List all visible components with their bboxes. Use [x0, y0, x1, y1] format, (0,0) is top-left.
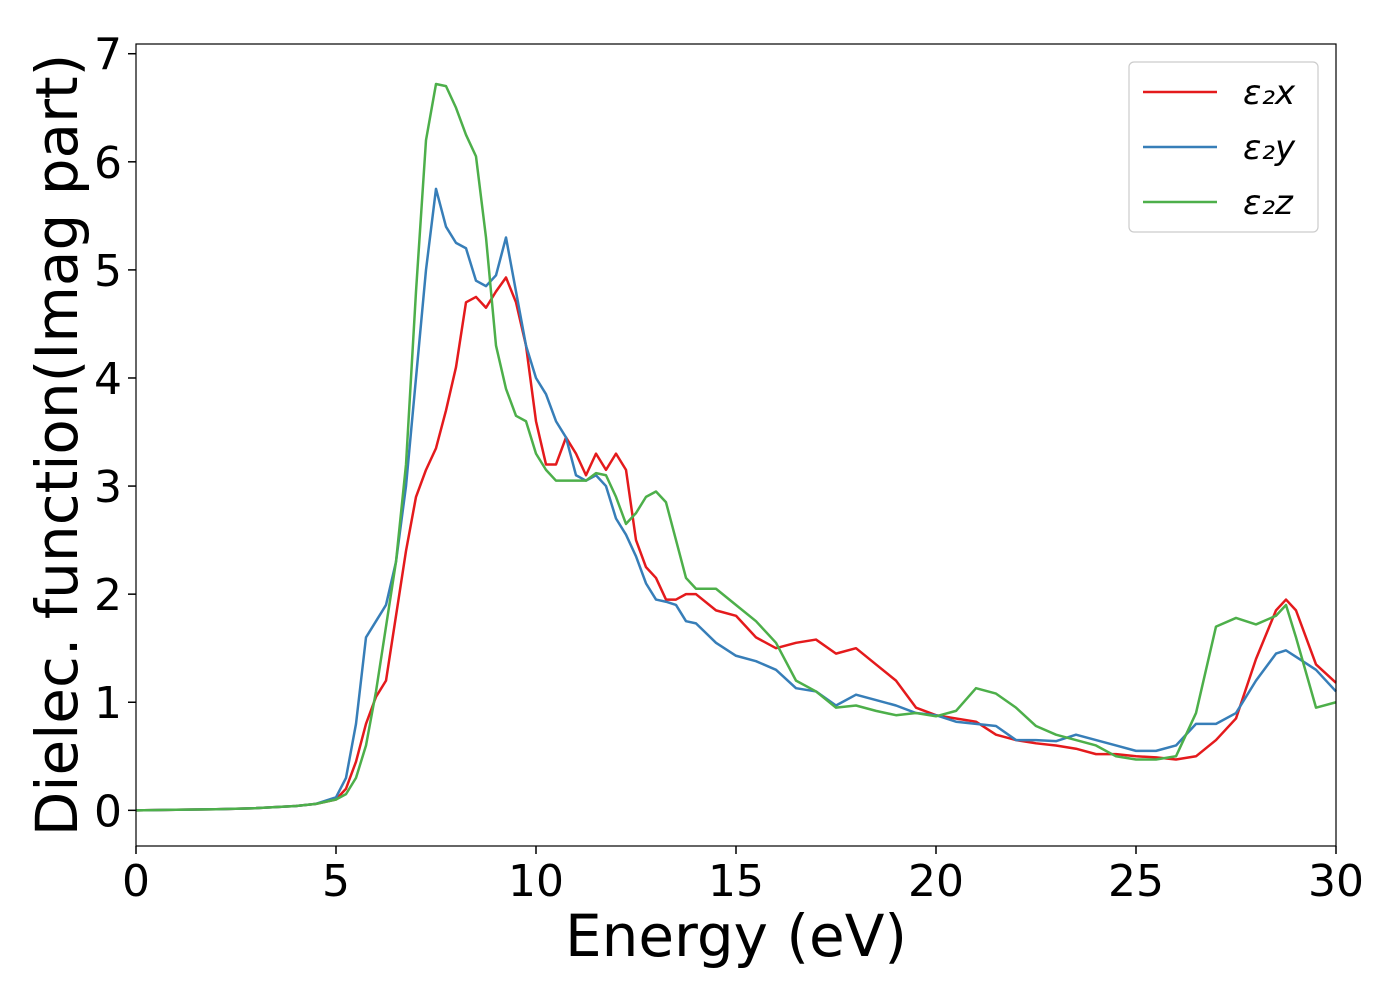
plot-frame [135, 43, 1337, 847]
y-tick-label: 0 [94, 786, 122, 837]
x-tick-label: 5 [322, 856, 350, 907]
x-tick-label: 30 [1308, 856, 1364, 907]
y-tick-label: 7 [94, 30, 122, 81]
y-tick-label: 6 [94, 138, 122, 189]
x-tick-label: 15 [708, 856, 764, 907]
x-tick-label: 25 [1108, 856, 1164, 907]
legend-label: ε₂z [1243, 183, 1294, 223]
series-line [135, 82, 1337, 812]
y-axis-label: Dielec. function(Imag part) [23, 54, 91, 837]
y-tick-label: 3 [94, 462, 122, 513]
y-tick-label: 2 [94, 570, 122, 621]
legend-box [1128, 61, 1319, 233]
x-axis-label: Energy (eV) [565, 902, 907, 970]
legend-label: ε₂x [1243, 73, 1296, 113]
series-line [135, 276, 1337, 812]
x-tick-label: 0 [122, 856, 150, 907]
x-tick-label: 10 [508, 856, 564, 907]
y-tick-label: 4 [94, 354, 122, 405]
series-line [135, 187, 1337, 812]
legend-label: ε₂y [1243, 128, 1296, 168]
y-tick-label: 1 [94, 678, 122, 729]
x-tick-label: 20 [908, 856, 964, 907]
y-tick-label: 5 [94, 246, 122, 297]
